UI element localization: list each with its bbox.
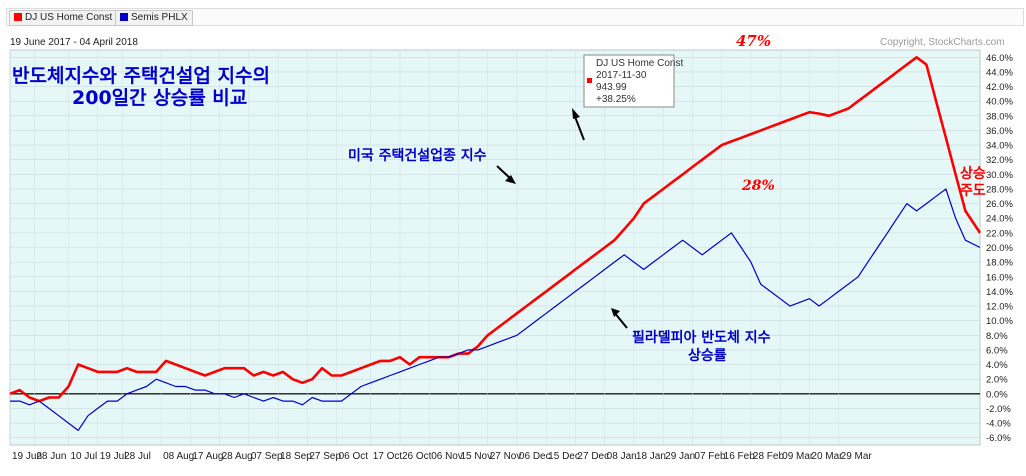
date-range: 19 June 2017 - 04 April 2018 (10, 37, 138, 48)
tooltip-box (583, 54, 675, 108)
x-tick-label: 16 Feb (724, 451, 756, 462)
y-tick-label: 34.0% (986, 141, 1013, 152)
tooltip-pointer (573, 113, 585, 141)
x-tick-label: 28 Feb (753, 451, 785, 462)
x-tick-label: 15 Dec (548, 451, 580, 462)
x-tick-label: 06 Nov (431, 451, 463, 462)
legend-bar: DJ US Home Const Semis PHLX (6, 8, 1024, 26)
tooltip-date: 2017-11-30 (596, 70, 647, 81)
y-tick-label: 30.0% (986, 170, 1013, 181)
x-tick-label: 19 Jul (100, 451, 127, 462)
y-tick-label: -4.0% (986, 419, 1011, 430)
y-tick-label: 2.0% (986, 375, 1008, 386)
tooltip-value: 943.99 (596, 82, 627, 93)
y-tick-label: 40.0% (986, 97, 1013, 108)
y-tick-label: 10.0% (986, 316, 1013, 327)
y-tick-label: 18.0% (986, 258, 1013, 269)
tooltip-swatch (587, 78, 592, 83)
y-tick-label: 14.0% (986, 287, 1013, 298)
legend-label-home: DJ US Home Const (25, 12, 113, 23)
x-tick-label: 09 Mar (782, 451, 814, 462)
annotation-peak-semis: 28% (741, 178, 775, 194)
legend-swatch-semis (120, 13, 128, 21)
tooltip-series: DJ US Home Const (596, 58, 683, 69)
x-tick-label: 06 Oct (339, 451, 369, 462)
y-tick-label: 38.0% (986, 111, 1013, 122)
x-tick-label: 28 Jun (36, 451, 66, 462)
tooltip: DJ US Home Const 2017-11-30 943.99 +38.2… (572, 54, 683, 141)
x-tick-label: 17 Aug (192, 451, 223, 462)
y-tick-label: 36.0% (986, 126, 1013, 137)
y-tick-label: 6.0% (986, 345, 1008, 356)
y-tick-label: -6.0% (986, 433, 1011, 444)
y-tick-label: 44.0% (986, 67, 1013, 78)
y-tick-label: 42.0% (986, 82, 1013, 93)
y-tick-label: 32.0% (986, 155, 1013, 166)
copyright: Copyright, StockCharts.com (880, 37, 1005, 48)
series-line-semis[interactable] (10, 188, 981, 431)
annotation-lead-line1: 상승 (960, 166, 986, 182)
x-tick-label: 17 Oct (373, 451, 403, 462)
legend-swatch-home (14, 13, 22, 21)
x-tick-label: 08 Jan (607, 451, 637, 462)
series-lines (9, 55, 982, 431)
arrow-home-head (505, 175, 516, 184)
y-tick-label: 26.0% (986, 199, 1013, 210)
y-tick-label: 20.0% (986, 243, 1013, 254)
arrow-semis-head (611, 308, 620, 317)
y-axis: 46.0% 44.0% 42.0% 40.0% 38.0% 36.0% 34.0% 32.0%… (986, 53, 1013, 444)
x-tick-label: 07 Feb (694, 451, 726, 462)
grid-lines (9, 50, 980, 445)
x-tick-label: 26 Oct (402, 451, 432, 462)
annotation-semis-line2: 상승률 (688, 347, 727, 364)
y-tick-label: 22.0% (986, 228, 1013, 239)
annotation-peak-home: 47% (736, 32, 771, 50)
y-tick-label: 16.0% (986, 272, 1013, 283)
x-tick-label: 20 Mar (811, 451, 843, 462)
x-tick-label: 18 Sep (280, 451, 312, 462)
y-tick-label: 12.0% (986, 302, 1013, 313)
x-tick-label: 27 Sep (309, 451, 341, 462)
x-tick-label: 19 Jun (12, 451, 42, 462)
x-tick-label: 07 Sep (251, 451, 283, 462)
x-tick-label: 06 Dec (519, 451, 551, 462)
x-tick-label: 28 Jul (124, 451, 151, 462)
tooltip-change: +38.25% (596, 94, 636, 105)
legend-item-semis[interactable]: Semis PHLX (115, 10, 193, 26)
chart-annotations: 반도체지수와 주택건설업 지수의 200일간 상승률 비교 미국 주택건설업종 … (12, 32, 986, 364)
x-tick-label: 18 Jan (636, 451, 666, 462)
x-tick-label: 15 Nov (460, 451, 492, 462)
x-tick-label: 27 Dec (577, 451, 609, 462)
annotation-home-label: 미국 주택건설업종 지수 (348, 147, 487, 164)
y-tick-label: -2.0% (986, 404, 1011, 415)
x-tick-label: 10 Jul (70, 451, 97, 462)
annotation-semis-line1: 필라델피아 반도체 지수 (632, 329, 771, 346)
y-tick-label: 46.0% (986, 53, 1013, 64)
annotation-title-line1: 반도체지수와 주택건설업 지수의 (12, 65, 270, 87)
x-tick-label: 08 Aug (163, 451, 194, 462)
annotation-lead-line2: 주도 (960, 183, 986, 199)
x-tick-label: 27 Nov (490, 451, 522, 462)
y-tick-label: 4.0% (986, 360, 1008, 371)
y-tick-label: 8.0% (986, 331, 1008, 342)
x-tick-label: 28 Aug (222, 451, 253, 462)
x-tick-label: 29 Jan (665, 451, 695, 462)
y-tick-label: 24.0% (986, 214, 1013, 225)
series-line-home-const[interactable] (9, 55, 982, 403)
legend-label-semis: Semis PHLX (131, 12, 188, 23)
x-tick-label: 29 Mar (841, 451, 873, 462)
annotation-title-line2: 200일간 상승률 비교 (72, 87, 247, 109)
tooltip-pointer-head (572, 108, 580, 119)
y-tick-label: 28.0% (986, 184, 1013, 195)
y-tick-label: 0.0% (986, 389, 1008, 400)
